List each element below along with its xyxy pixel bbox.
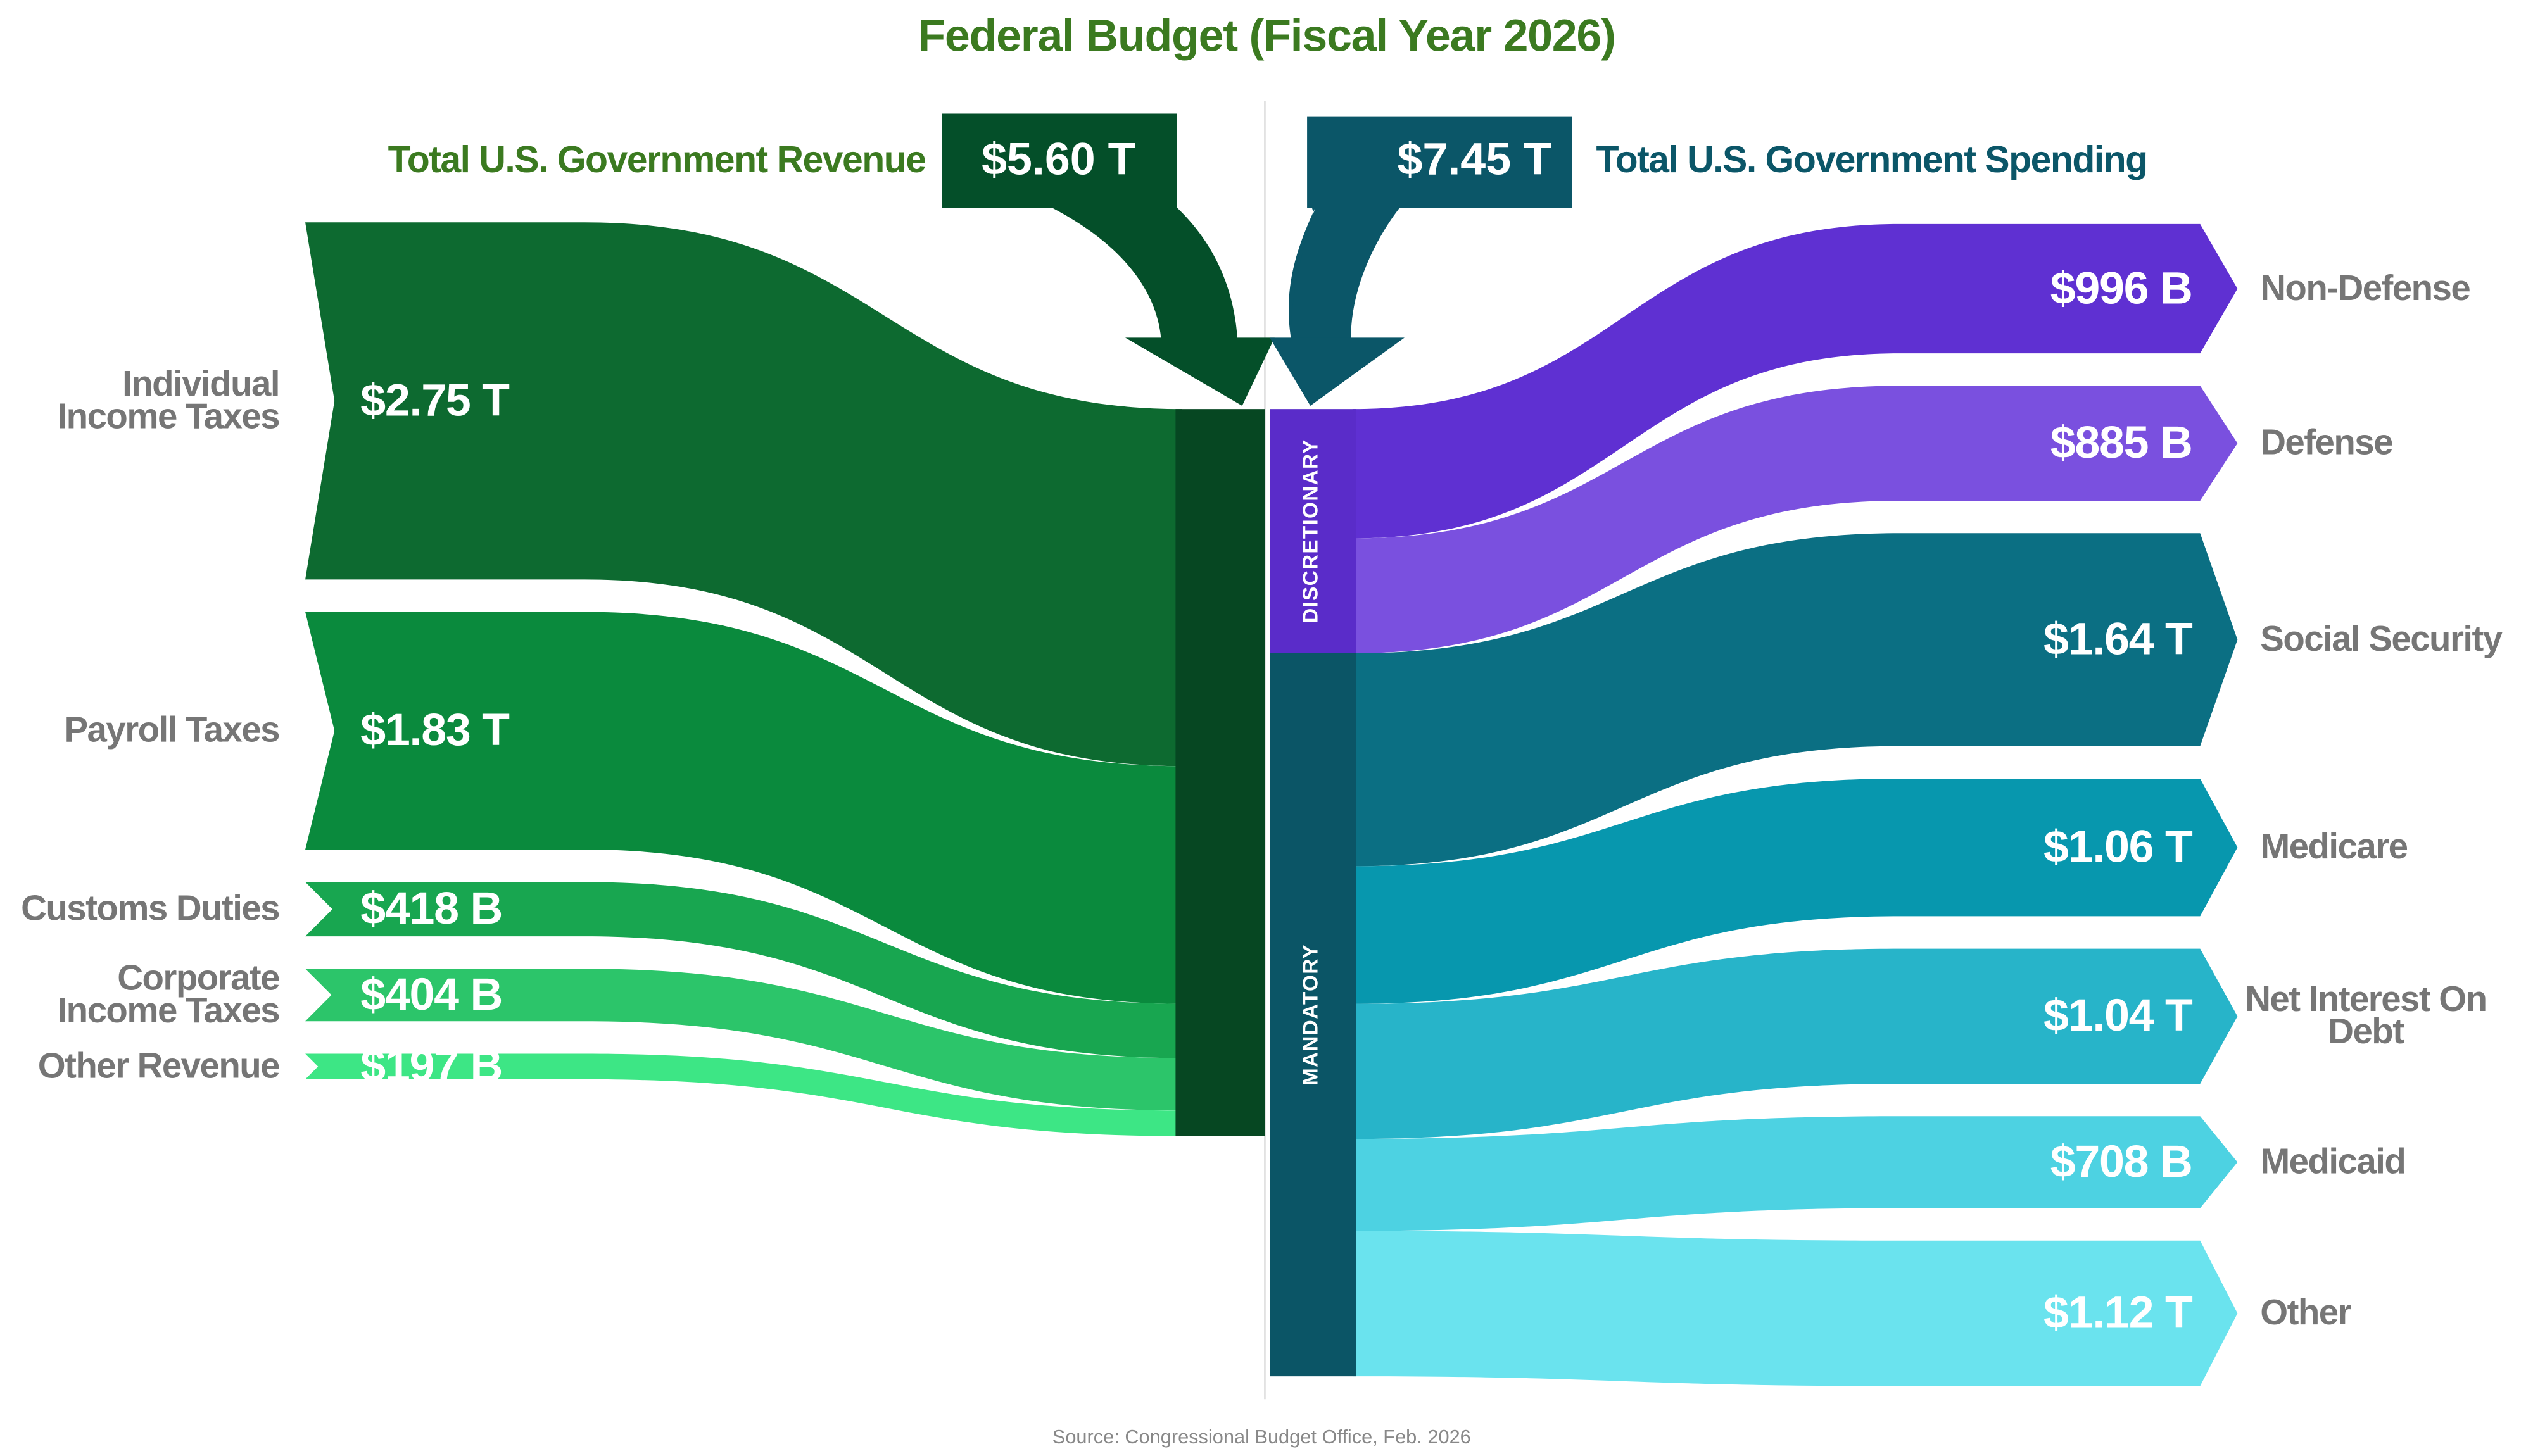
source-label: Payroll Taxes [64,709,280,750]
group-node [1270,409,1356,653]
revenue-flow [305,882,1182,1058]
spending-title: Total U.S. Government Spending [1596,139,2147,180]
chart-title: Federal Budget (Fiscal Year 2026) [918,11,1615,61]
target-label: Social Security [2260,618,2503,659]
target-value: $1.64 T [2043,613,2193,664]
spending-flow [1352,1231,2238,1386]
target-label: Net Interest On Debt [2245,978,2487,1052]
source-label: Customs Duties [21,888,280,929]
spending-flow [1352,778,2238,1004]
revenue-title: Total U.S. Government Revenue [388,139,926,180]
target-label: Medicaid [2260,1141,2406,1182]
revenue-value: $5.60 T [982,134,1136,184]
target-label: Other [2260,1292,2351,1333]
spending-box [1307,116,1572,208]
spending-flow [1352,386,2238,653]
spending-flow [1352,1116,2238,1231]
source-value: $1.83 T [360,705,510,755]
revenue-flow [305,612,1182,1004]
group-label: MANDATORY [1299,944,1323,1086]
spending-flow [1352,223,2238,539]
spending-value: $7.45 T [1397,134,1551,184]
source-value: $418 B [360,883,503,934]
target-value: $885 B [2050,417,2193,468]
target-label: Defense [2260,422,2393,463]
target-value: $996 B [2050,262,2193,313]
source-label: Other Revenue [37,1045,281,1086]
target-value: $1.12 T [2043,1287,2193,1338]
source-value: $197 B [360,1040,503,1091]
spending-flow [1352,533,2238,867]
source-label: Individual Income Taxes [57,363,281,437]
revenue-node [1175,409,1265,1136]
spending-arrow-body [1291,208,1400,338]
revenue-flow [305,969,1182,1111]
revenue-box [942,113,1177,208]
target-value: $1.04 T [2043,990,2193,1041]
source-label: Corporate Income Taxes [57,957,281,1031]
source-value: $404 B [360,969,503,1020]
revenue-flow [305,222,1182,767]
source-value: $2.75 T [360,375,510,425]
group-label: DISCRETIONARY [1299,439,1323,623]
group-node [1270,653,1356,1377]
source-note: Source: Congressional Budget Office, Feb… [1052,1426,1471,1448]
target-label: Non-Defense [2260,267,2471,308]
revenue-flow [305,1053,1182,1136]
target-value: $1.06 T [2043,821,2193,872]
target-label: Medicare [2260,826,2408,867]
target-value: $708 B [2050,1136,2193,1187]
revenue-arrow [1052,208,1275,406]
spending-flow [1352,948,2238,1139]
